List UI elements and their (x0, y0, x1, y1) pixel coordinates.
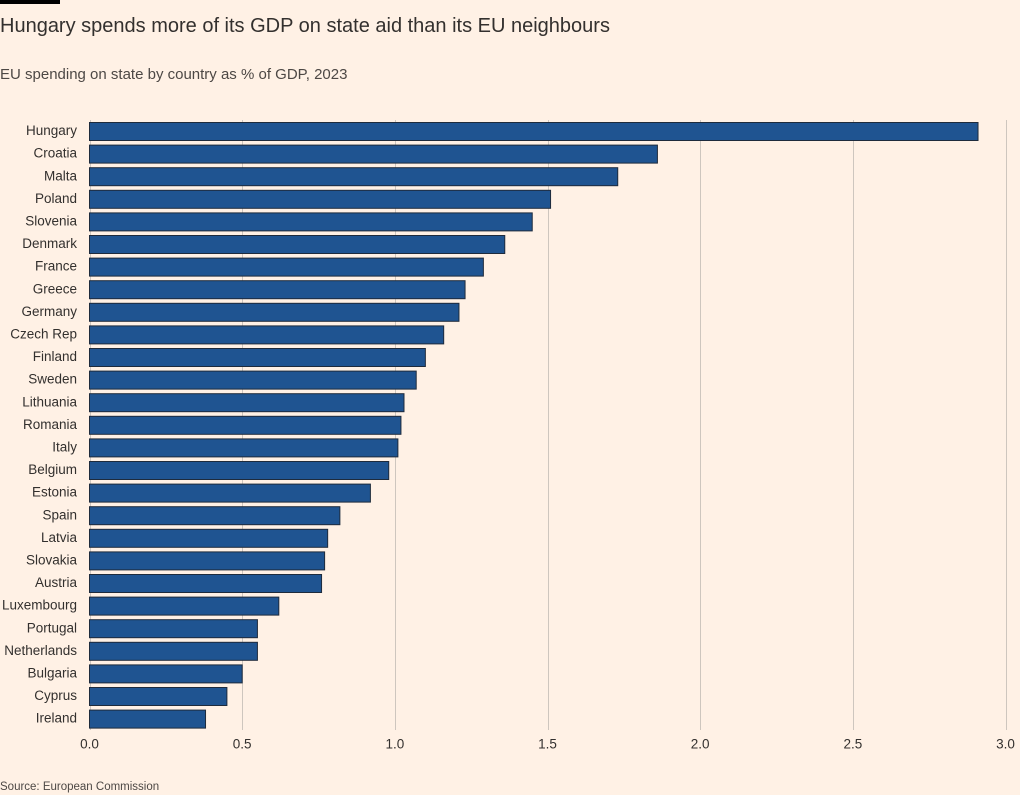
bar-italy (89, 438, 399, 458)
bar-lithuania (89, 393, 405, 413)
bar-layer (89, 122, 979, 729)
category-label: Latvia (41, 530, 78, 545)
category-label: Estonia (32, 485, 78, 500)
category-label: Slovakia (26, 552, 78, 567)
bar-spain (89, 506, 341, 526)
category-label: Croatia (33, 146, 77, 161)
category-label: Portugal (27, 620, 77, 635)
x-tick-label: 3.0 (996, 737, 1015, 752)
category-label: Slovenia (25, 213, 77, 228)
bar-greece (89, 280, 466, 300)
bar-slovenia (89, 212, 533, 232)
category-label: Spain (42, 507, 77, 522)
category-label: Netherlands (4, 643, 77, 658)
category-label: Sweden (28, 372, 77, 387)
chart-title: Hungary spends more of its GDP on state … (0, 15, 610, 37)
category-label: Belgium (28, 462, 77, 477)
bar-czech-rep (89, 325, 445, 345)
bar-germany (89, 302, 460, 322)
category-label: Ireland (36, 711, 77, 726)
bar-belgium (89, 461, 390, 480)
bar-slovakia (89, 551, 326, 571)
category-label: Hungary (26, 123, 77, 138)
category-label: Italy (52, 439, 77, 454)
bar-austria (89, 574, 323, 593)
bar-france (89, 257, 484, 277)
category-label: Malta (44, 168, 78, 183)
category-label: Greece (33, 281, 77, 296)
bar-latvia (89, 528, 329, 548)
x-tick-label: 1.0 (385, 737, 404, 752)
category-label: Cyprus (34, 688, 77, 703)
category-label: Romania (23, 417, 78, 432)
category-label: Denmark (22, 236, 77, 251)
source-note: Source: European Commission (0, 781, 160, 793)
category-label: Bulgaria (27, 665, 77, 680)
bar-luxembourg (89, 596, 280, 616)
x-tick-label: 2.0 (691, 737, 710, 752)
category-label: Poland (35, 191, 77, 206)
x-tick-label: 0.5 (233, 737, 252, 752)
bar-netherlands (89, 641, 258, 661)
bar-denmark (89, 235, 506, 254)
bar-malta (89, 167, 619, 187)
category-label: Lithuania (22, 394, 77, 409)
category-label: Finland (33, 349, 77, 364)
bar-cyprus (89, 687, 228, 706)
bar-sweden (89, 370, 417, 390)
brand-bar (0, 0, 60, 4)
bar-portugal (89, 619, 258, 639)
x-tick-label: 0.0 (80, 737, 99, 752)
bar-ireland (89, 709, 207, 729)
category-label: Austria (35, 575, 78, 590)
bar-estonia (89, 483, 371, 503)
category-label: Luxembourg (2, 598, 77, 613)
x-tick-label: 1.5 (538, 737, 557, 752)
bar-romania (89, 415, 402, 435)
bar-poland (89, 189, 552, 209)
chart-subtitle: EU spending on state by country as % of … (0, 66, 348, 83)
bar-finland (89, 348, 426, 367)
bar-croatia (89, 144, 658, 164)
x-tick-label: 2.5 (843, 737, 862, 752)
bar-bulgaria (89, 664, 243, 684)
category-label: France (35, 259, 77, 274)
bar-hungary (89, 122, 979, 141)
category-label: Germany (21, 304, 77, 319)
x-tick-labels: 0.0 0.5 1.0 1.5 2.0 2.5 3.0 (80, 737, 1015, 752)
category-label: Czech Rep (10, 326, 77, 341)
category-labels: Hungary Croatia Malta Poland Slovenia Denmark… (2, 123, 78, 726)
